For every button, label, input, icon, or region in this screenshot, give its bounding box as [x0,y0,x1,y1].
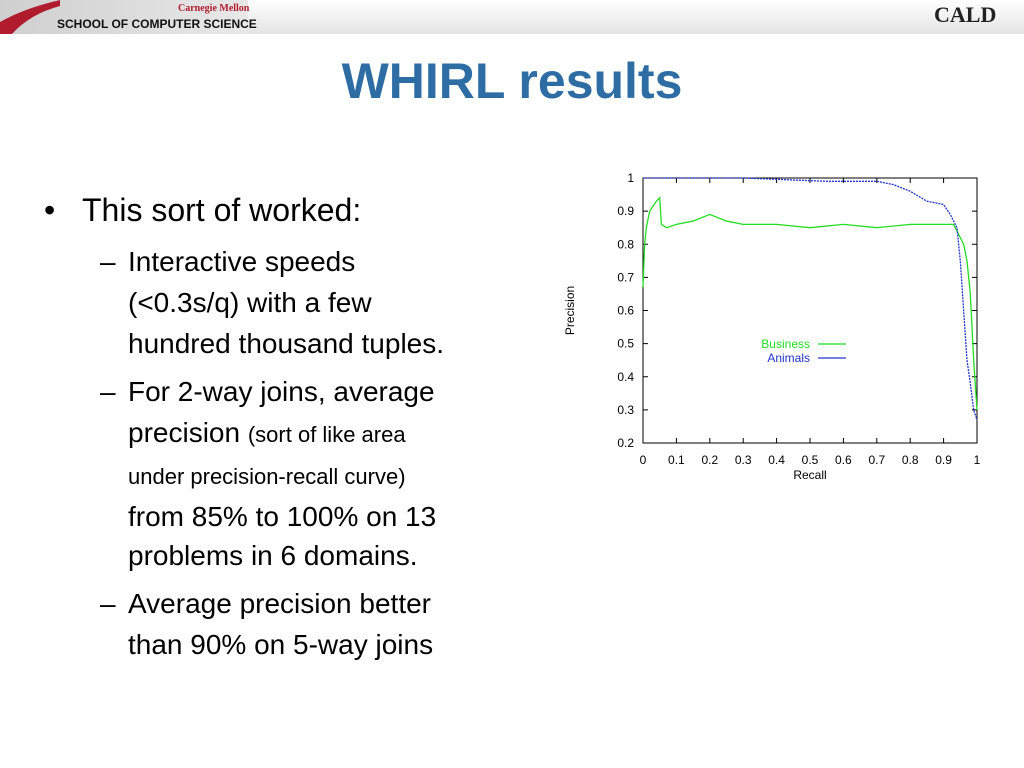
sub-bullet-line: Interactive speeds [128,246,356,277]
sub-bullet-line: precision (sort of like area [128,417,406,449]
y-tick-label: 0.4 [617,370,634,384]
dash: – [100,376,116,407]
sub-bullet-line: problems in 6 domains. [128,540,418,571]
x-tick-label: 0.1 [668,453,685,467]
x-tick-label: 0 [640,453,647,467]
y-tick-label: 0.7 [617,270,634,284]
sub-bullet-line: Average precision better [128,588,431,619]
school-name: SCHOOL OF COMPUTER SCIENCE [57,17,257,31]
y-tick-label: 0.5 [617,337,634,351]
y-tick-label: 0.9 [617,204,634,218]
dash: – [100,246,116,277]
logo: CALD [934,2,997,27]
x-tick-label: 0.9 [935,453,952,467]
chart: 0.2 0.3 0.4 0.5 0.6 0.7 0.8 0.9 1 0 0.1 0.2 0.3 0.4 0.… [563,171,981,482]
x-tick-label: 0.7 [868,453,885,467]
legend-label: Business [761,337,810,351]
university-name: Carnegie Mellon [178,3,250,14]
y-tick-label: 0.3 [617,403,634,417]
sub-bullet-line: For 2-way joins, average [128,376,435,407]
sub-bullet-line: hundred thousand tuples. [128,328,445,359]
y-tick-label: 0.6 [617,304,634,318]
sub-bullet-line: from 85% to 100% on 13 [128,501,437,532]
x-tick-label: 0.3 [735,453,752,467]
y-tick-label: 0.8 [617,237,634,251]
bullet-text: This sort of worked: [82,192,362,228]
y-tick-label: 1 [627,171,634,185]
sub-bullet-note: (sort of like area [247,422,406,447]
swoosh [0,0,60,34]
dash: – [100,588,116,619]
x-axis-label: Recall [793,468,826,482]
y-tick-label: 0.2 [617,436,634,450]
x-tick-label: 0.6 [835,453,852,467]
plot-frame [642,177,978,444]
sub-bullet-note: under precision-recall curve) [128,464,406,489]
x-tick-label: 0.8 [902,453,919,467]
x-tick-label: 0.4 [768,453,785,467]
x-tick-label: 0.2 [701,453,718,467]
slide-title: WHIRL results [341,53,683,109]
sub-bullet-line: (<0.3s/q) with a few [128,287,372,318]
series-line [643,177,978,421]
sub-bullet-text: precision [128,417,241,448]
sub-bullet-line: than 90% on 5-way joins [128,629,434,660]
x-tick-label: 0.5 [802,453,819,467]
legend-label: Animals [767,351,810,365]
series-line [642,196,978,410]
y-axis-label: Precision [563,286,577,335]
x-tick-label: 1 [974,453,981,467]
bullet-dot: • [44,192,56,228]
